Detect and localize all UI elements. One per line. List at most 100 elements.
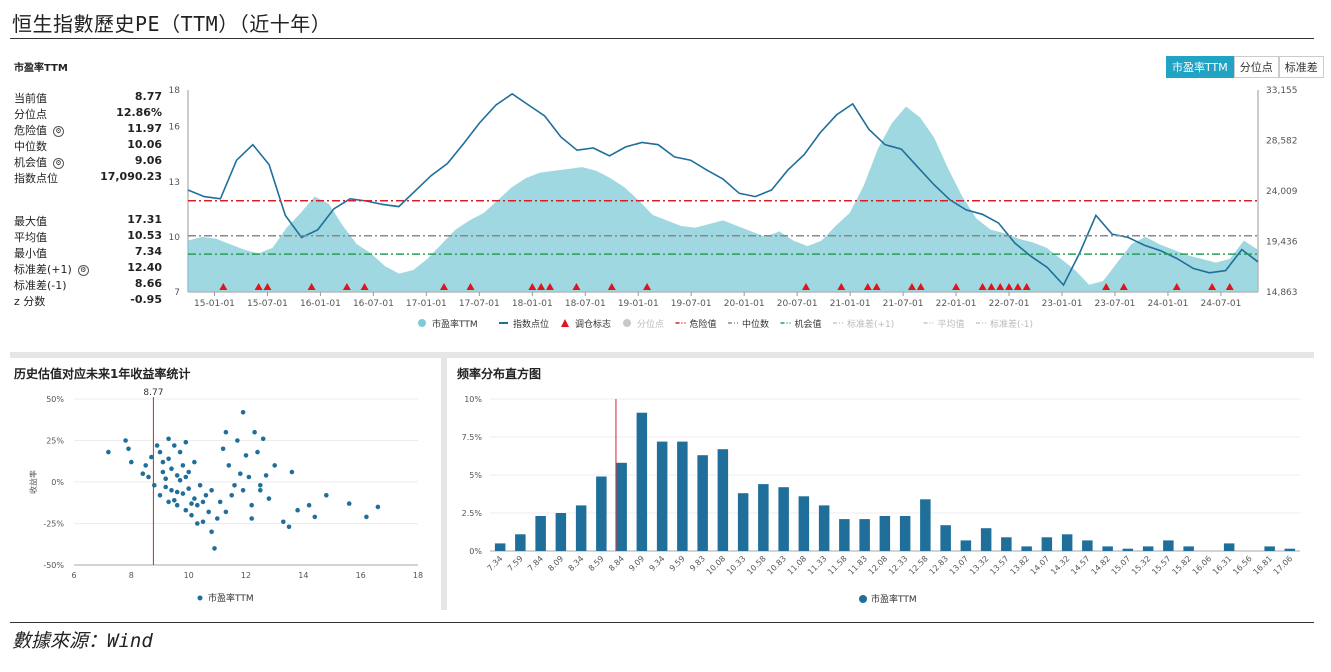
x-tick-label: 13.32 xyxy=(968,554,991,577)
histogram-bar xyxy=(879,516,891,551)
histogram-bar xyxy=(697,455,708,551)
stat-value: 10.53 xyxy=(127,229,162,242)
scatter-point xyxy=(177,478,183,483)
gear-icon[interactable]: ⚙ xyxy=(77,264,89,276)
x-tick-label: 6 xyxy=(71,571,76,580)
stat-label: 危险值 xyxy=(14,124,47,137)
scatter-point xyxy=(306,502,312,508)
x-tick-label: 21-01-01 xyxy=(830,299,871,309)
scatter-point xyxy=(246,474,252,480)
x-tick-label: 15-07-01 xyxy=(247,299,288,309)
histogram-bar xyxy=(1264,546,1275,551)
legend-label: 市盈率TTM xyxy=(432,318,478,330)
x-tick-label: 17-01-01 xyxy=(406,299,447,309)
legend-dot-icon xyxy=(623,319,631,327)
stat-value: 8.77 xyxy=(134,90,162,103)
rebalance-marker xyxy=(219,283,228,290)
histogram-bar xyxy=(940,525,951,551)
x-tick-label: 9.34 xyxy=(648,554,667,573)
legend-label: 市盈率TTM xyxy=(208,592,254,604)
x-tick-label: 9.59 xyxy=(668,554,687,573)
rebalance-marker xyxy=(1013,283,1022,290)
x-tick-label: 15.82 xyxy=(1170,554,1193,577)
stat-std-plus: 标准差(+1) ⚙ 12.40 xyxy=(14,261,162,277)
x-tick-label: 16-01-01 xyxy=(300,299,341,309)
y-tick-label: 2.5% xyxy=(462,509,483,518)
stat-label: z 分数 xyxy=(14,295,46,308)
x-tick-label: 13.07 xyxy=(948,554,971,577)
y-right-tick-label: 28,582 xyxy=(1266,137,1298,147)
rebalance-marker xyxy=(907,283,916,290)
rebalance-marker xyxy=(952,283,961,290)
scatter-point xyxy=(223,509,229,515)
scatter-point xyxy=(177,449,183,455)
scatter-point xyxy=(212,546,217,551)
x-tick-label: 13.82 xyxy=(1008,554,1031,577)
y-left-tick-label: 7 xyxy=(174,288,180,298)
rebalance-marker xyxy=(545,283,554,290)
gear-icon[interactable]: ⚙ xyxy=(53,157,64,169)
x-tick-label: 23-01-01 xyxy=(1042,299,1083,309)
legend-label: 机会值 xyxy=(795,318,822,330)
panel-separator xyxy=(441,358,447,610)
tab-percentile[interactable]: 分位点 xyxy=(1233,56,1279,78)
y-right-tick-label: 33,155 xyxy=(1266,86,1298,96)
scatter-point xyxy=(183,439,189,445)
pe-ttm-area xyxy=(188,106,1258,292)
x-tick-label: 16.06 xyxy=(1191,554,1214,577)
scatter-point xyxy=(249,502,254,508)
scatter-point xyxy=(195,502,200,508)
scatter-point xyxy=(200,519,206,525)
rebalance-marker xyxy=(607,283,616,290)
scatter-point xyxy=(126,446,131,452)
rebalance-marker xyxy=(1102,283,1111,290)
histogram-bar xyxy=(1082,540,1093,551)
rebalance-marker xyxy=(466,283,475,290)
stat-max: 最大值 17.31 xyxy=(14,213,162,229)
scatter-point xyxy=(235,438,240,443)
scatter-point xyxy=(375,504,381,510)
scatter-point xyxy=(163,484,168,490)
x-tick-label: 10.83 xyxy=(765,554,788,577)
scatter-point xyxy=(180,463,186,468)
stat-median: 中位数 10.06 xyxy=(14,138,162,154)
x-tick-label: 12.08 xyxy=(867,554,890,577)
scatter-point xyxy=(160,459,166,465)
rebalance-marker xyxy=(572,283,581,290)
x-tick-label: 15.57 xyxy=(1150,554,1173,577)
histogram-bar xyxy=(656,441,668,551)
scatter-point xyxy=(252,429,257,435)
x-tick-label: 7.84 xyxy=(526,554,545,573)
scatter-point xyxy=(295,507,300,513)
scatter-point xyxy=(281,519,286,525)
histogram-bar xyxy=(717,449,729,551)
scatter-point xyxy=(220,446,226,452)
x-tick-label: 11.08 xyxy=(786,554,809,577)
section-divider xyxy=(10,352,1314,358)
stat-value: 10.06 xyxy=(127,138,162,151)
x-tick-label: 10.08 xyxy=(705,554,728,577)
scatter-point xyxy=(129,459,134,465)
histogram-bar xyxy=(1223,543,1235,551)
scatter-point xyxy=(258,488,263,493)
view-tabs: 市盈率TTM 分位点 标准差 xyxy=(1166,56,1324,78)
y-right-tick-label: 14,863 xyxy=(1266,288,1298,298)
x-tick-label: 18-07-01 xyxy=(565,299,606,309)
x-tick-label: 19-01-01 xyxy=(618,299,659,309)
rebalance-marker xyxy=(1005,283,1014,290)
tab-pe-ttm[interactable]: 市盈率TTM xyxy=(1166,56,1234,78)
y-right-tick-label: 24,009 xyxy=(1266,187,1298,197)
scatter-point xyxy=(180,491,186,496)
scatter-point xyxy=(157,449,163,455)
x-tick-label: 15.32 xyxy=(1130,554,1153,577)
tab-stddev[interactable]: 标准差 xyxy=(1278,56,1324,78)
stat-label: 中位数 xyxy=(14,140,47,153)
rebalance-marker xyxy=(307,283,316,290)
scatter-point xyxy=(240,410,246,415)
gear-icon[interactable]: ⚙ xyxy=(53,125,64,137)
scatter-point xyxy=(169,466,174,471)
stat-label: 机会值 xyxy=(14,156,47,169)
scatter-point xyxy=(157,493,163,498)
histogram-bar xyxy=(1284,548,1296,551)
x-tick-label: 8.34 xyxy=(567,554,586,573)
